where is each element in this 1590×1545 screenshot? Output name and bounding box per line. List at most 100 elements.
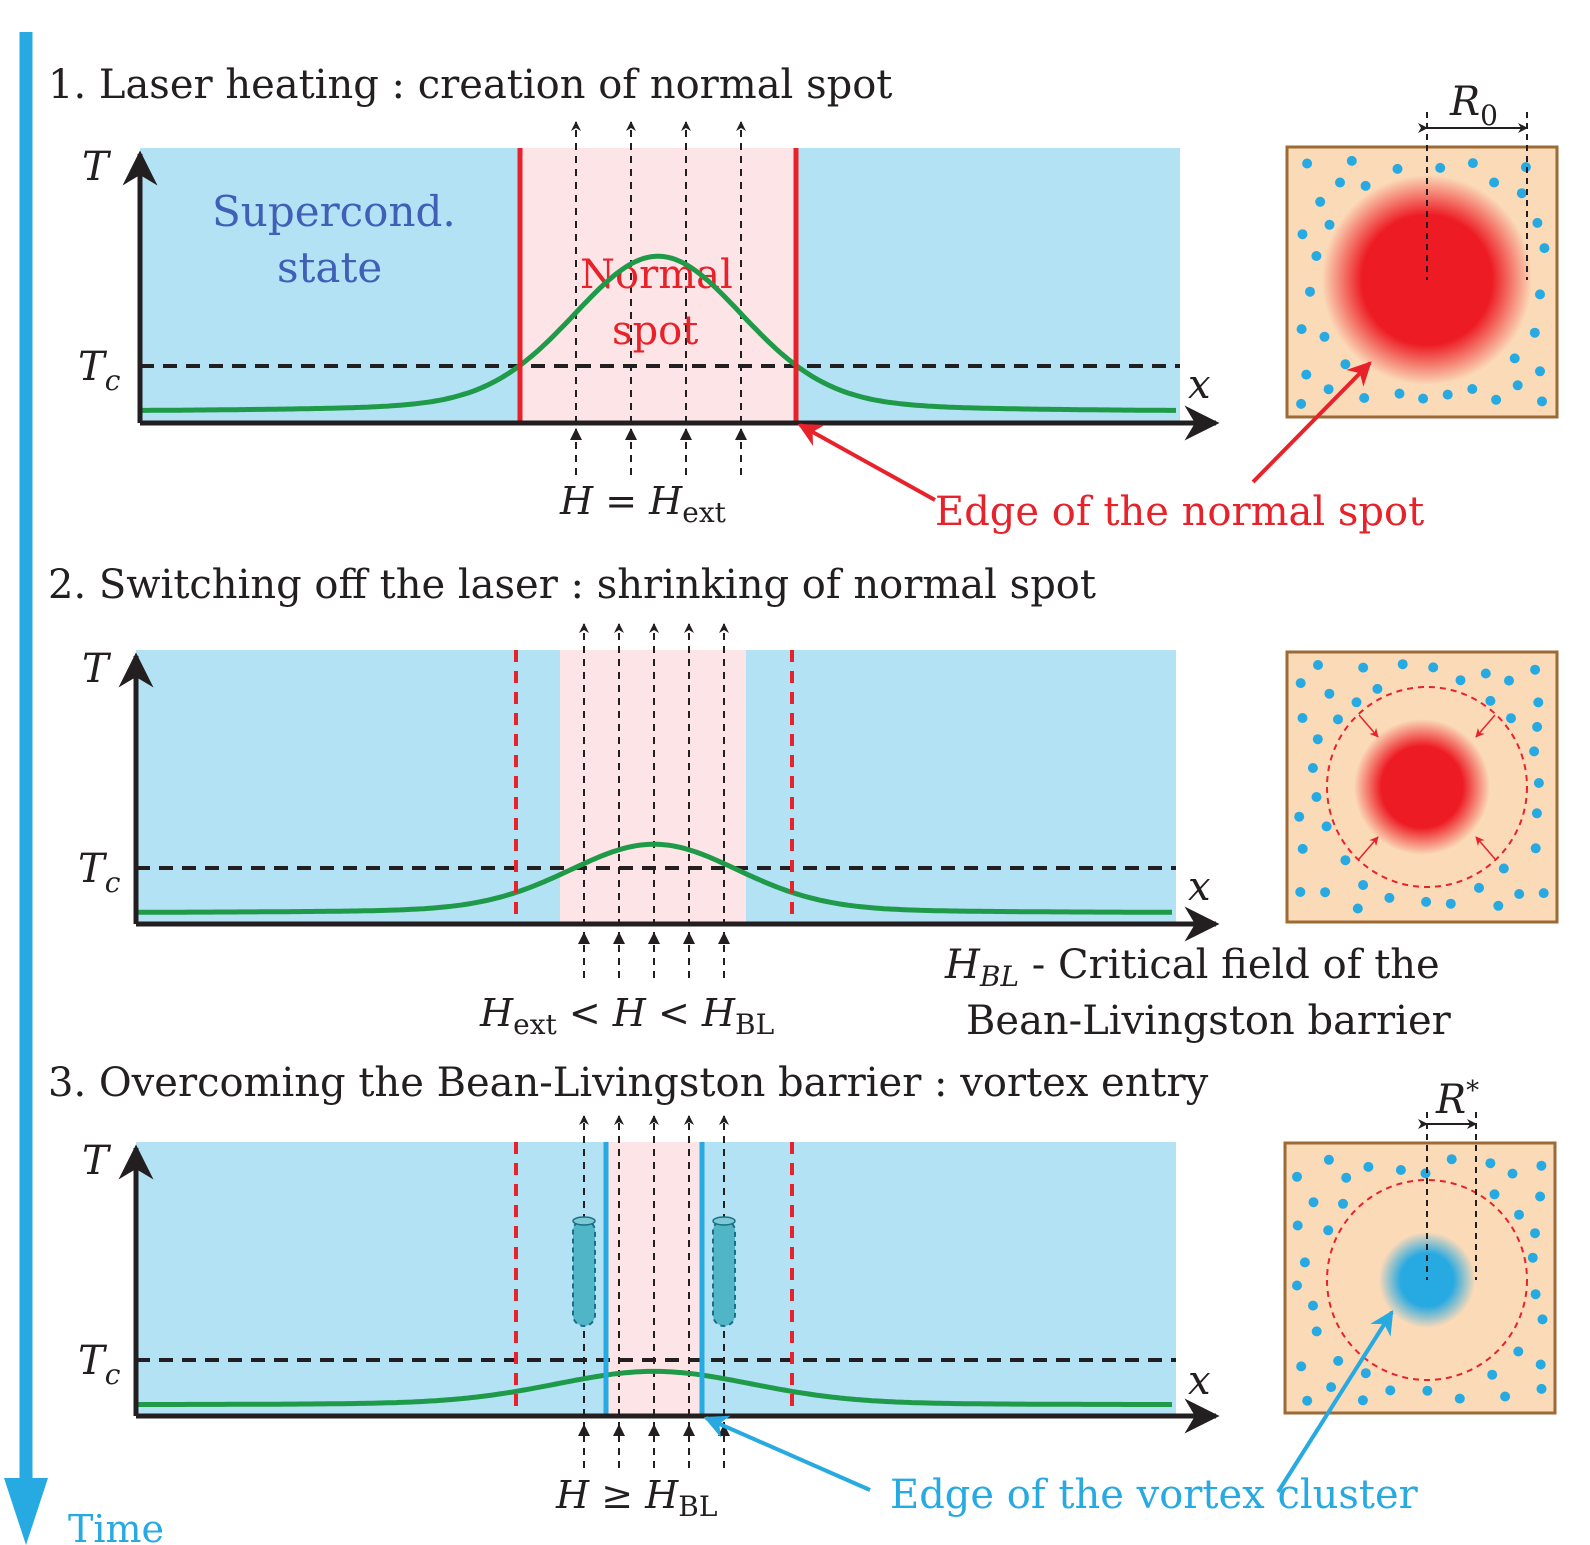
field-arrowhead <box>613 1424 625 1436</box>
tc-label: Tc <box>78 344 121 397</box>
edge-arrow <box>797 423 936 502</box>
sample-panel <box>1285 650 1559 924</box>
vortex-dot <box>1435 162 1446 173</box>
bl-note-line1: HBL - Critical field of the <box>944 942 1440 993</box>
field-line-entry-arrows <box>578 932 730 944</box>
vortex-dot <box>1516 188 1527 199</box>
vortex-dot <box>1532 217 1543 228</box>
vortex-dot <box>1358 880 1369 890</box>
y-axis-label: T <box>82 1138 112 1184</box>
edge-arrow-sample <box>1251 361 1372 484</box>
radius-label: R* <box>1435 1076 1479 1123</box>
tc-label: Tc <box>78 846 121 899</box>
vortex-dot <box>1324 219 1335 230</box>
vortex-dot <box>1305 286 1315 297</box>
vortex-dot <box>1485 695 1496 706</box>
vortex-tube-body <box>712 1219 736 1327</box>
vortex-dot <box>1297 229 1308 240</box>
vortex-dot <box>1420 1168 1431 1179</box>
field-arrowhead <box>683 1424 695 1436</box>
vortex-dot <box>1319 331 1330 342</box>
x-axis-label: x <box>1188 1358 1211 1404</box>
vortex-dot <box>1537 396 1547 407</box>
sample-panel: R0 <box>1251 79 1559 484</box>
vortex-dot <box>1360 1368 1371 1379</box>
x-axis-label: x <box>1188 864 1211 910</box>
vortex-dot <box>1514 889 1525 899</box>
temperature-curve <box>140 253 1176 413</box>
vortex-dot <box>1326 1382 1337 1393</box>
vortex-dot <box>1500 1391 1511 1402</box>
vortex-dot <box>1514 1209 1524 1220</box>
vortex-dot <box>1296 398 1307 409</box>
vortex-tube-top <box>572 1216 596 1226</box>
stage-2-title: 2. Switching off the laser : shrinking o… <box>48 562 1096 608</box>
vortex-dot <box>1529 746 1540 757</box>
temperature-curve <box>136 841 1172 915</box>
vortex-dot <box>1392 163 1403 174</box>
vortex-dot <box>1308 1300 1318 1311</box>
bl-note-line2: Bean-Livingston barrier <box>966 998 1452 1044</box>
vortex-dot <box>1323 1154 1334 1165</box>
vortex-dot <box>1513 1346 1524 1357</box>
field-arrowhead <box>718 932 730 944</box>
vortex-dot <box>1507 1168 1518 1179</box>
field-arrowhead <box>680 428 692 440</box>
superconducting-label-line2: state <box>277 243 382 292</box>
vortex-dot <box>1530 1289 1541 1300</box>
vortex-dot <box>1302 158 1313 169</box>
vortex-dot <box>1338 1198 1348 1209</box>
vortex-dot <box>1295 678 1306 689</box>
vortex-dot <box>1351 697 1362 708</box>
vortex-dot <box>1372 683 1383 694</box>
initial-spot-outline <box>1326 686 1528 888</box>
vortex-dot <box>1340 855 1351 866</box>
vortex-dot <box>1394 388 1405 399</box>
vortex-dot <box>1340 359 1351 370</box>
vortex-dot <box>1455 675 1466 686</box>
vortex-dot <box>1489 177 1500 188</box>
vortex-dot <box>1308 1197 1319 1208</box>
field-arrowhead <box>648 1424 660 1436</box>
vortex-dot <box>1295 887 1306 897</box>
vortex-dots <box>1292 1154 1548 1406</box>
vortex-dot <box>1535 366 1545 377</box>
vortex-dot <box>1320 887 1331 898</box>
vortex-dot <box>1324 688 1335 699</box>
temperature-curve <box>136 1368 1172 1407</box>
stage-3: 3. Overcoming the Bean-Livingston barrie… <box>48 1060 1557 1523</box>
stage-1-title: 1. Laser heating : creation of normal sp… <box>48 62 892 108</box>
vortex-dot <box>1535 1359 1546 1370</box>
radius-label: R0 <box>1449 79 1498 132</box>
vortex-dot <box>1321 821 1332 832</box>
vortex-dot <box>1445 898 1456 909</box>
vortex-tube-left <box>572 1216 596 1327</box>
vortex-dot <box>1498 863 1509 874</box>
vortex-dot <box>1297 713 1308 723</box>
vortex-dot <box>1530 1228 1540 1239</box>
shrink-arrow <box>1358 836 1379 860</box>
timeline-arrowhead <box>4 1478 48 1545</box>
vortex-dot <box>1311 792 1322 802</box>
vortex-dot <box>1302 1395 1313 1406</box>
vortex-dot <box>1533 778 1544 788</box>
vortex-dot <box>1539 243 1550 254</box>
vortex-edge-arrow <box>703 1415 871 1492</box>
vortex-dot <box>1358 662 1369 673</box>
shrink-arrows <box>1358 714 1496 860</box>
y-axis-label: T <box>82 646 112 692</box>
vortex-dot <box>1536 1383 1547 1394</box>
stage-1: 1. Laser heating : creation of normal sp… <box>48 62 1559 535</box>
vortex-dot <box>1485 1158 1496 1169</box>
field-arrowhead <box>735 428 747 440</box>
timeline: Time <box>4 32 164 1545</box>
vortex-tube-body <box>572 1219 596 1327</box>
vortex-dot <box>1385 1385 1396 1396</box>
vortex-dot <box>1335 177 1345 188</box>
vortex-dot <box>1530 843 1541 854</box>
sample-panel: R* <box>1276 1076 1557 1494</box>
vortex-dot <box>1296 1361 1307 1372</box>
vortex-dot <box>1346 155 1357 166</box>
normal-label-line1: Normal <box>580 252 733 298</box>
stage-3-title: 3. Overcoming the Bean-Livingston barrie… <box>48 1060 1209 1106</box>
